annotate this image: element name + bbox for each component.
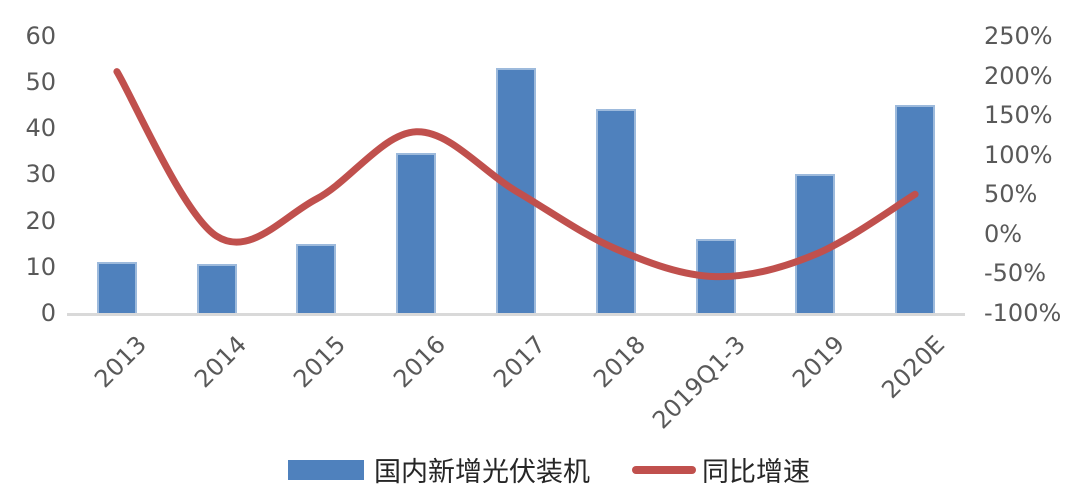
bar-2013 — [97, 262, 137, 313]
x-axis-label-2018: 2018 — [588, 330, 652, 394]
bars-layer — [67, 0, 965, 313]
x-axis-label-2015: 2015 — [288, 330, 352, 394]
bar-2016 — [396, 153, 436, 313]
right-axis-tick-0: 0% — [984, 220, 1023, 248]
left-axis-tick-50: 50 — [25, 68, 56, 96]
legend-line-label: 同比增速 — [702, 457, 810, 487]
bar-2015 — [296, 244, 336, 313]
left-axis-tick-40: 40 — [25, 114, 56, 142]
x-axis-label-2014: 2014 — [189, 330, 253, 394]
x-axis-label-2013: 2013 — [89, 330, 153, 394]
legend-bar-label: 国内新增光伏装机 — [374, 457, 590, 487]
right-axis-tick--50: -50% — [984, 259, 1047, 287]
x-axis-label-2020E: 2020E — [876, 330, 951, 405]
left-axis-tick-20: 20 — [25, 207, 56, 235]
growth-line — [113, 68, 919, 281]
legend: 国内新增光伏装机 同比增速 — [288, 450, 810, 489]
legend-bar-swatch-icon — [288, 459, 364, 480]
right-axis-tick-150: 150% — [984, 101, 1053, 129]
x-axis-label-2019Q1-3: 2019Q1-3 — [647, 330, 752, 435]
right-axis-tick-100: 100% — [984, 141, 1053, 169]
bar-2014 — [197, 264, 237, 313]
left-axis-tick-0: 0 — [40, 299, 56, 327]
right-axis-tick-50: 50% — [984, 180, 1038, 208]
left-axis-tick-60: 60 — [25, 22, 56, 50]
right-axis-tick--100: -100% — [984, 299, 1062, 327]
x-axis-label-2016: 2016 — [388, 330, 452, 394]
legend-line-swatch-icon — [632, 465, 696, 474]
plot-area — [67, 0, 965, 316]
right-axis-tick-200: 200% — [984, 62, 1053, 90]
x-axis-label-2017: 2017 — [488, 330, 552, 394]
bar-2018 — [596, 109, 636, 313]
x-axis-label-2019: 2019 — [787, 330, 851, 394]
left-axis-tick-10: 10 — [25, 253, 56, 281]
right-axis-tick-250: 250% — [984, 22, 1053, 50]
left-axis-tick-30: 30 — [25, 160, 56, 188]
line-layer — [113, 68, 919, 281]
